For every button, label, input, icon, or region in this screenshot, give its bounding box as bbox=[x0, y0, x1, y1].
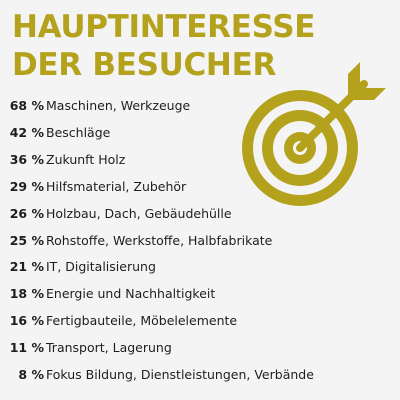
interest-label: Holzbau, Dach, Gebäudehülle bbox=[46, 205, 232, 221]
interest-percentage: 42 % bbox=[9, 124, 44, 140]
interest-label: Beschläge bbox=[46, 124, 111, 140]
interest-row: 16 % Fertigbauteile, Möbelelemente bbox=[0, 311, 237, 331]
interest-percentage: 29 % bbox=[9, 178, 44, 194]
interest-row: 68 % Maschinen, Werkzeuge bbox=[0, 96, 190, 116]
interest-row: 26 % Holzbau, Dach, Gebäudehülle bbox=[0, 204, 232, 224]
interest-label: Fokus Bildung, Dienstleistungen, Verbänd… bbox=[46, 367, 314, 382]
interest-row: 18 % Energie und Nachhaltigkeit bbox=[0, 284, 216, 304]
interest-percentage: 21 % bbox=[9, 259, 44, 275]
interest-row: 21 % IT, Digitalisierung bbox=[0, 257, 156, 277]
interest-label: IT, Digitalisierung bbox=[46, 259, 156, 275]
interest-percentage: 8 % bbox=[18, 367, 44, 382]
interest-label: Energie und Nachhaltigkeit bbox=[46, 286, 216, 302]
interest-row: 42 % Beschläge bbox=[0, 123, 111, 143]
arrow-fletching bbox=[348, 62, 386, 100]
interest-percentage: 16 % bbox=[9, 313, 44, 329]
interest-percentage: 26 % bbox=[9, 205, 44, 221]
interest-row: 36 % Zukunft Holz bbox=[0, 150, 126, 170]
interest-label: Rohstoffe, Werkstoffe, Halbfabrikate bbox=[46, 232, 273, 248]
target-arrow-icon bbox=[242, 62, 386, 206]
interest-percentage: 18 % bbox=[9, 286, 44, 302]
interest-label: Maschinen, Werkzeuge bbox=[46, 98, 191, 113]
interest-label: Zukunft Holz bbox=[46, 151, 126, 167]
interest-percentage: 11 % bbox=[9, 340, 44, 356]
interest-row: 25 % Rohstoffe, Werkstoffe, Halbfabrikate bbox=[0, 231, 273, 251]
page-title: HAUPTINTERESSE DER BESUCHER bbox=[12, 8, 315, 84]
interest-label: Hilfsmaterial, Zubehör bbox=[46, 178, 187, 194]
interest-row: 8 % Fokus Bildung, Dienstleistungen, Verb… bbox=[0, 365, 314, 385]
interest-percentage: 68 % bbox=[9, 98, 44, 113]
interest-row: 29 % Hilfsmaterial, Zubehör bbox=[0, 177, 186, 197]
interest-label: Fertigbauteile, Möbelelemente bbox=[46, 313, 238, 329]
interest-percentage: 36 % bbox=[9, 151, 44, 167]
interest-row: 11 % Transport, Lagerung bbox=[0, 338, 172, 358]
title-line-1: HAUPTINTERESSE bbox=[12, 9, 316, 45]
interest-percentage: 25 % bbox=[9, 232, 44, 248]
title-line-2: DER BESUCHER bbox=[12, 47, 277, 83]
interest-label: Transport, Lagerung bbox=[46, 340, 172, 356]
